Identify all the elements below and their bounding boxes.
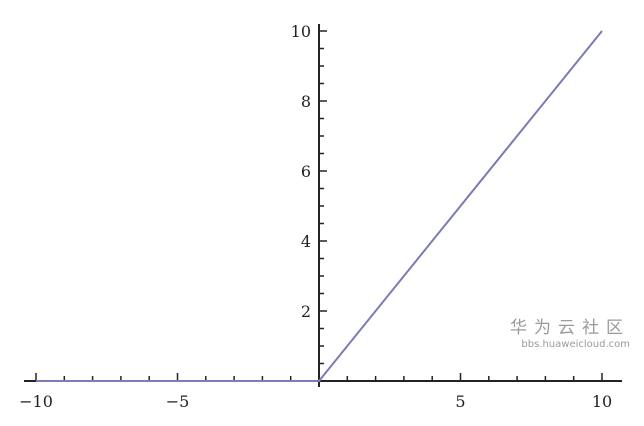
y-tick-label: 6	[301, 162, 311, 181]
series-line	[36, 30, 603, 382]
y-tick-label: 10	[291, 22, 311, 41]
y-tick-label: 4	[301, 232, 311, 251]
x-tick-label: 10	[592, 392, 612, 411]
watermark: 华为云社区 bbs.huaweicloud.com	[510, 318, 630, 352]
x-tick-label: −10	[19, 392, 53, 411]
x-tick-label: −5	[166, 392, 190, 411]
y-tick-label: 2	[301, 302, 311, 321]
watermark-text: 华为云社区	[510, 318, 630, 338]
watermark-url: bbs.huaweicloud.com	[521, 339, 630, 351]
x-tick-label: 5	[455, 392, 465, 411]
y-tick-label: 8	[301, 92, 311, 111]
